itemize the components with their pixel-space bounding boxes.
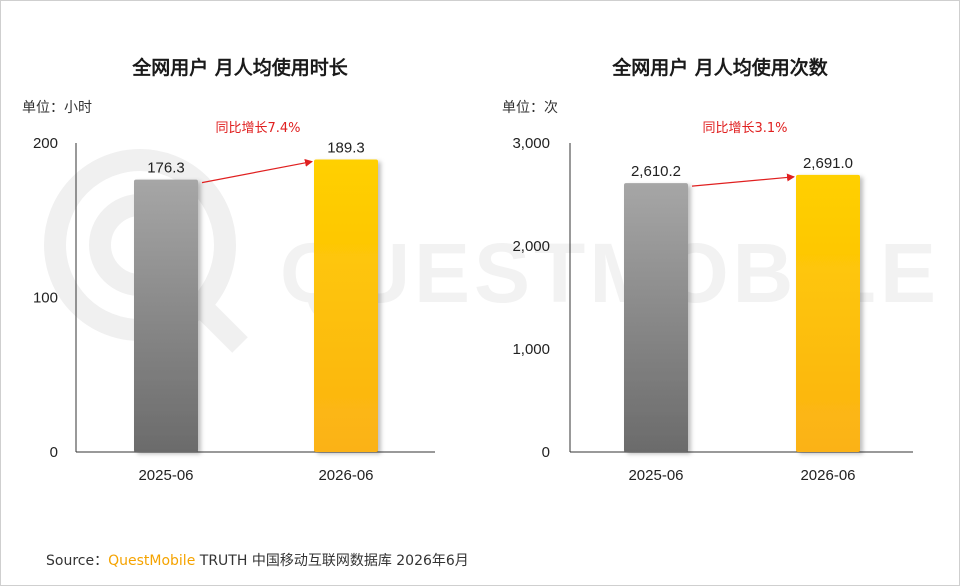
- footer-source: Source：QuestMobile TRUTH 中国移动互联网数据库 2026…: [46, 550, 469, 570]
- growth-label: 同比增长7.4%: [215, 121, 300, 136]
- chart-title: 全网用户 月人均使用时长: [131, 56, 349, 79]
- bar-value-label: 189.3: [327, 140, 365, 157]
- y-tick-label: 1,000: [512, 341, 550, 358]
- x-category-label: 2025-06: [138, 467, 193, 484]
- x-category-label: 2025-06: [628, 467, 683, 484]
- growth-arrow: [201, 158, 313, 184]
- growth-label: 同比增长3.1%: [702, 121, 787, 136]
- bar-value-label: 2,691.0: [803, 155, 853, 172]
- bar-2025-06: [624, 183, 688, 452]
- footer-source-label: Source：: [46, 553, 109, 569]
- y-tick-label: 2,000: [512, 238, 550, 255]
- y-tick-label: 0: [50, 444, 58, 461]
- y-tick-label: 3,000: [512, 135, 550, 152]
- bar-2026-06: [314, 159, 378, 452]
- y-tick-label: 200: [33, 135, 58, 152]
- chart-unit-label: 单位：次: [502, 100, 558, 116]
- bar-2025-06: [134, 179, 198, 452]
- chart-title: 全网用户 月人均使用次数: [611, 56, 829, 79]
- growth-arrow: [691, 173, 795, 187]
- y-tick-label: 100: [33, 290, 58, 307]
- footer-brand: QuestMobile: [108, 553, 196, 569]
- footer-source-text: TRUTH 中国移动互联网数据库 2026年6月: [195, 553, 469, 569]
- x-category-label: 2026-06: [318, 467, 373, 484]
- bar-value-label: 176.3: [147, 160, 185, 177]
- chart-unit-label: 单位：小时: [22, 100, 92, 116]
- y-tick-label: 0: [542, 444, 550, 461]
- bar-value-label: 2,610.2: [631, 163, 681, 180]
- x-category-label: 2026-06: [800, 467, 855, 484]
- bar-2026-06: [796, 174, 860, 452]
